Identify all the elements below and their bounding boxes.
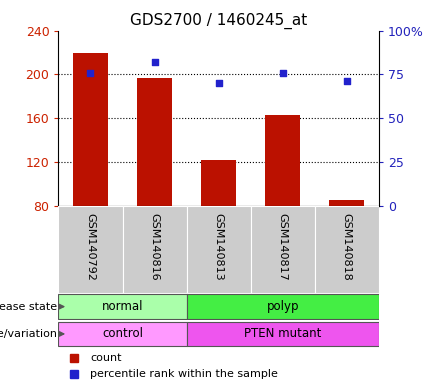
Text: GSM140792: GSM140792 bbox=[85, 212, 96, 280]
Text: GSM140816: GSM140816 bbox=[149, 212, 160, 280]
Title: GDS2700 / 1460245_at: GDS2700 / 1460245_at bbox=[130, 13, 307, 29]
Bar bbox=[73, 53, 108, 205]
Text: genotype/variation: genotype/variation bbox=[0, 329, 57, 339]
Point bbox=[151, 59, 158, 65]
Text: GSM140818: GSM140818 bbox=[342, 212, 352, 280]
Bar bbox=[187, 322, 379, 346]
Bar bbox=[137, 78, 172, 205]
Text: count: count bbox=[90, 353, 122, 363]
Text: GSM140817: GSM140817 bbox=[278, 212, 288, 280]
Text: percentile rank within the sample: percentile rank within the sample bbox=[90, 369, 278, 379]
Bar bbox=[201, 160, 236, 205]
Bar bbox=[187, 294, 379, 319]
Bar bbox=[251, 205, 315, 293]
Point bbox=[279, 70, 286, 76]
Text: GSM140813: GSM140813 bbox=[213, 212, 224, 280]
Point bbox=[87, 70, 94, 76]
Bar bbox=[58, 205, 123, 293]
Text: polyp: polyp bbox=[266, 300, 299, 313]
Bar bbox=[58, 322, 187, 346]
Bar bbox=[329, 200, 365, 205]
Bar bbox=[123, 205, 187, 293]
Bar bbox=[58, 294, 187, 319]
Bar bbox=[265, 115, 301, 205]
Point bbox=[343, 78, 350, 84]
Text: disease state: disease state bbox=[0, 301, 57, 311]
Bar bbox=[187, 205, 251, 293]
Point bbox=[215, 80, 222, 86]
Bar bbox=[315, 205, 379, 293]
Text: normal: normal bbox=[102, 300, 143, 313]
Text: control: control bbox=[102, 328, 143, 341]
Text: PTEN mutant: PTEN mutant bbox=[244, 328, 321, 341]
